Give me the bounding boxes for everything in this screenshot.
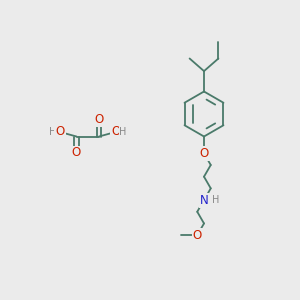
Text: O: O <box>56 125 64 139</box>
Text: O: O <box>200 147 208 160</box>
Text: H: H <box>212 195 219 205</box>
Text: H: H <box>119 127 127 137</box>
Text: O: O <box>94 113 103 127</box>
Text: O: O <box>193 229 202 242</box>
Text: O: O <box>72 146 81 160</box>
Text: N: N <box>200 194 208 207</box>
Text: O: O <box>111 125 120 139</box>
Text: H: H <box>49 127 56 137</box>
